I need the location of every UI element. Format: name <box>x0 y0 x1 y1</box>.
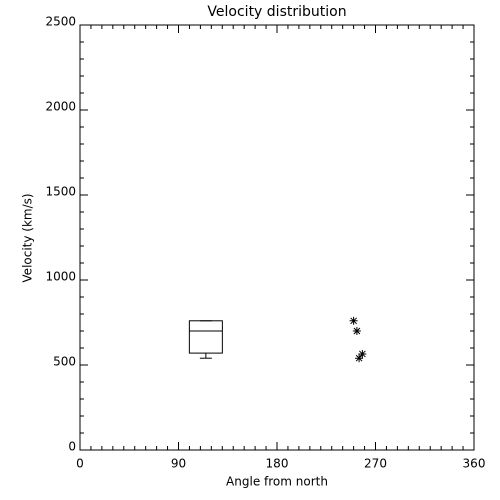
x-tick-label: 90 <box>171 457 186 471</box>
y-tick-label: 500 <box>53 355 76 369</box>
y-tick-label: 1000 <box>45 270 76 284</box>
asterisk-point <box>352 327 361 335</box>
asterisk-point <box>358 349 367 358</box>
x-tick-label: 0 <box>76 457 84 471</box>
chart-title: Velocity distribution <box>207 4 346 20</box>
x-tick-label: 180 <box>266 457 289 471</box>
y-tick-label: 2500 <box>45 15 76 29</box>
asterisk-point <box>355 354 364 363</box>
y-tick-label: 1500 <box>45 185 76 199</box>
y-tick-label: 0 <box>68 440 76 454</box>
box <box>188 320 223 354</box>
asterisk-point <box>349 316 358 325</box>
x-tick-label: 360 <box>463 457 486 471</box>
plot-frame <box>79 24 475 451</box>
y-tick-label: 2000 <box>45 100 76 114</box>
x-axis-label: Angle from north <box>226 475 328 489</box>
y-axis-label: Velocity (km/s) <box>21 193 35 282</box>
x-tick-label: 270 <box>364 457 387 471</box>
